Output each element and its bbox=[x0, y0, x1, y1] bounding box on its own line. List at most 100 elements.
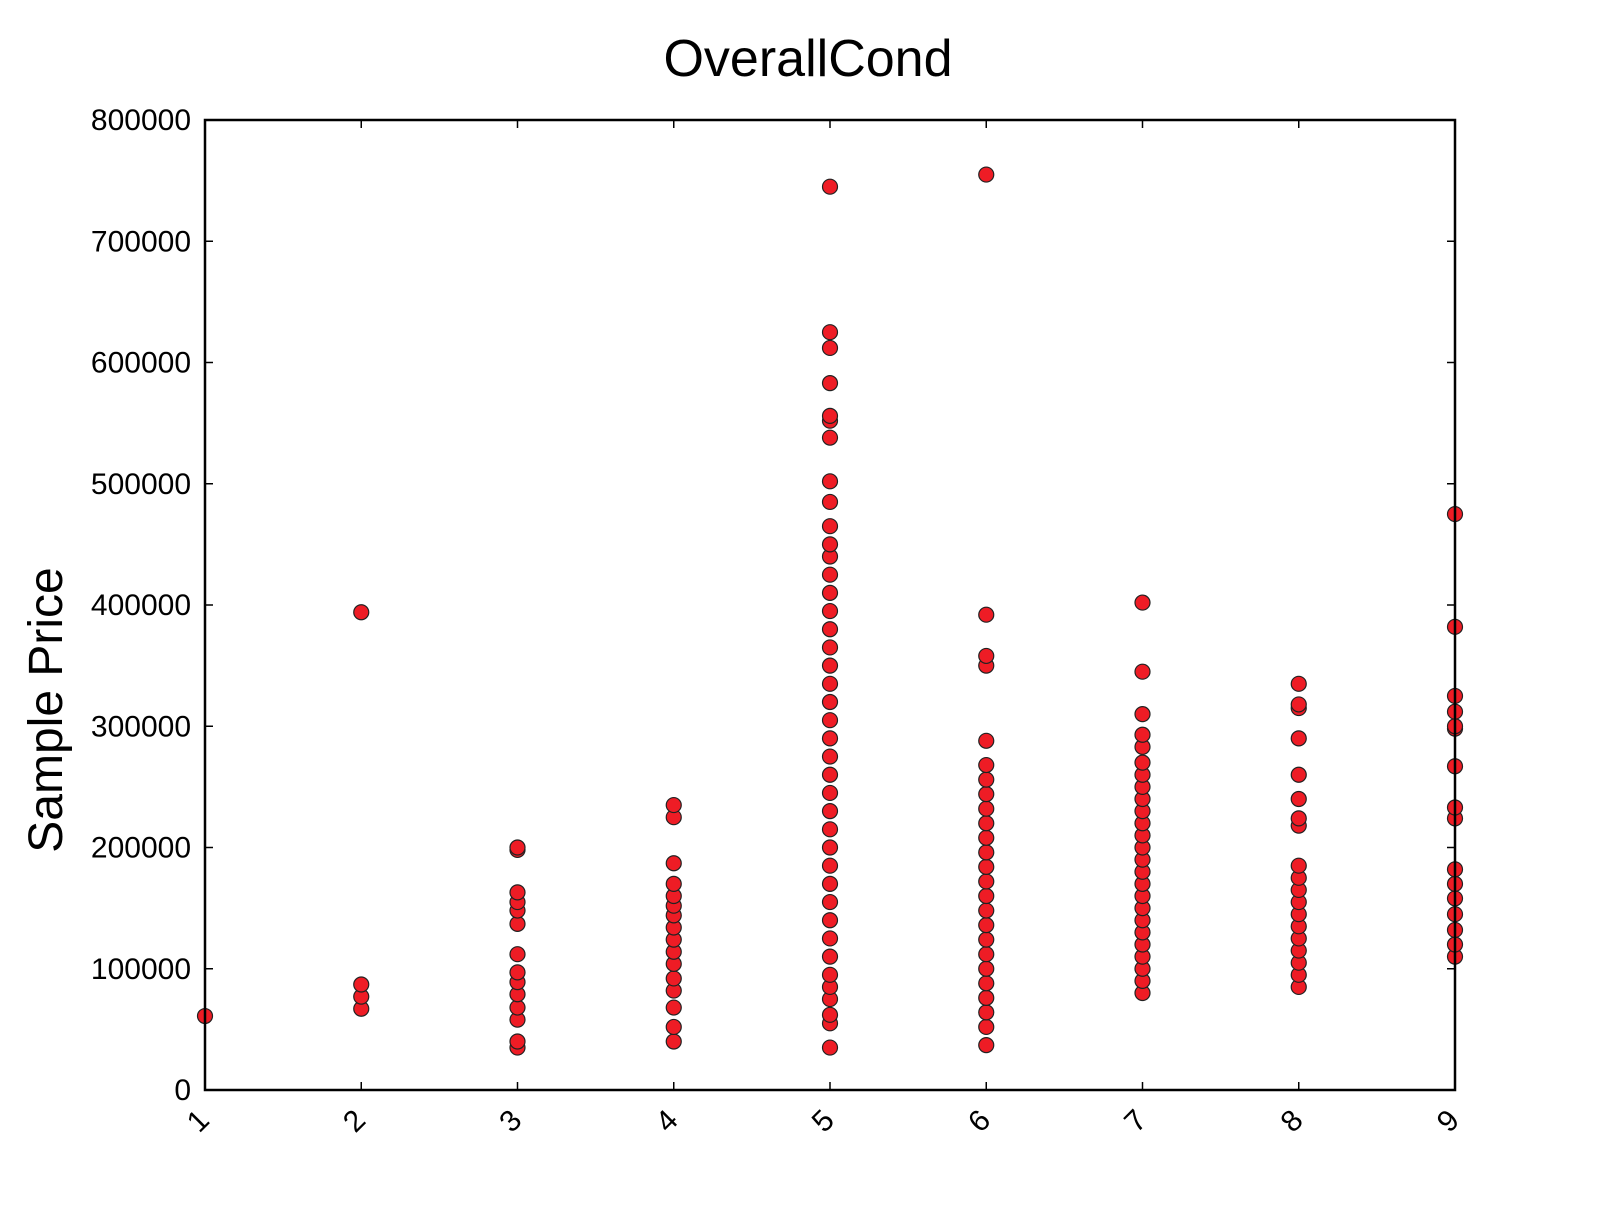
data-point bbox=[1290, 790, 1307, 808]
data-point bbox=[1134, 726, 1151, 743]
data-point bbox=[821, 639, 839, 656]
data-point bbox=[509, 884, 526, 901]
data-point bbox=[821, 784, 839, 802]
data-point bbox=[821, 821, 839, 838]
data-point bbox=[978, 989, 995, 1006]
data-point bbox=[978, 1004, 995, 1021]
y-tick-label: 300000 bbox=[91, 710, 191, 743]
data-point bbox=[665, 855, 682, 872]
x-tick-label: 3 bbox=[493, 1104, 528, 1139]
data-point bbox=[1290, 857, 1307, 874]
data-point bbox=[978, 800, 995, 817]
data-point bbox=[821, 893, 839, 911]
data-point bbox=[821, 324, 839, 341]
data-point bbox=[978, 732, 995, 749]
data-point bbox=[978, 829, 995, 846]
data-point bbox=[509, 964, 526, 981]
data-point bbox=[1290, 730, 1307, 747]
y-axis: 0 100000 200000 300000 400000 500000 600000 700… bbox=[91, 104, 1455, 1107]
data-point bbox=[509, 839, 526, 856]
data-point bbox=[1290, 675, 1307, 692]
data-point bbox=[821, 621, 839, 638]
y-axis-label: Sample Price bbox=[20, 567, 73, 852]
data-point bbox=[978, 887, 995, 905]
x-tick-label: 1 bbox=[181, 1104, 216, 1139]
x-tick-label: 4 bbox=[649, 1104, 684, 1139]
data-point bbox=[1134, 754, 1151, 771]
data-point bbox=[821, 675, 839, 692]
x-tick-label: 6 bbox=[962, 1104, 997, 1139]
data-point bbox=[978, 975, 995, 992]
data-point bbox=[821, 657, 839, 674]
data-point bbox=[821, 948, 839, 965]
data-point bbox=[978, 647, 995, 665]
data-point bbox=[821, 1006, 839, 1023]
data-point bbox=[821, 912, 839, 929]
y-tick-label: 700000 bbox=[91, 225, 191, 258]
data-point bbox=[821, 407, 839, 424]
y-tick-label: 500000 bbox=[91, 468, 191, 501]
data-point bbox=[821, 803, 839, 820]
x-tick-label: 7 bbox=[1118, 1104, 1153, 1139]
y-tick-label: 100000 bbox=[91, 953, 191, 986]
data-point bbox=[665, 999, 682, 1016]
data-point bbox=[821, 730, 839, 747]
data-point bbox=[665, 1018, 682, 1036]
data-point bbox=[665, 875, 682, 892]
data-point bbox=[821, 518, 839, 535]
data-point bbox=[1290, 766, 1307, 783]
data-point bbox=[821, 566, 839, 583]
data-point bbox=[821, 839, 839, 856]
data-point bbox=[665, 970, 682, 987]
plot-area-frame bbox=[203, 118, 1457, 1092]
data-point bbox=[978, 771, 995, 788]
data-point bbox=[821, 339, 839, 357]
data-point bbox=[1134, 663, 1151, 680]
data-point bbox=[821, 584, 839, 601]
data-point bbox=[821, 1039, 839, 1056]
x-tick-label: 8 bbox=[1274, 1104, 1309, 1139]
data-point bbox=[1290, 810, 1307, 827]
y-tick-label: 400000 bbox=[91, 589, 191, 622]
data-point bbox=[821, 748, 839, 765]
data-point bbox=[978, 873, 995, 890]
data-point bbox=[978, 902, 995, 919]
data-point bbox=[978, 1037, 995, 1054]
data-point bbox=[821, 857, 839, 874]
data-point bbox=[821, 178, 839, 195]
data-point bbox=[821, 473, 839, 490]
data-point bbox=[1134, 594, 1151, 611]
y-tick-label: 0 bbox=[174, 1074, 191, 1107]
chart-title: OverallCond bbox=[663, 30, 952, 88]
data-point bbox=[978, 931, 995, 948]
data-point bbox=[509, 1033, 526, 1050]
data-points bbox=[196, 166, 1464, 1056]
data-point bbox=[353, 976, 370, 993]
data-point bbox=[978, 1018, 995, 1036]
data-point bbox=[978, 756, 995, 774]
data-point bbox=[978, 916, 995, 934]
data-point bbox=[821, 930, 839, 947]
data-point bbox=[509, 946, 526, 963]
data-point bbox=[665, 1033, 682, 1050]
y-tick-label: 800000 bbox=[91, 104, 191, 137]
data-point bbox=[821, 375, 839, 392]
data-point bbox=[821, 966, 839, 983]
data-point bbox=[821, 712, 839, 729]
data-point bbox=[978, 166, 995, 183]
data-point bbox=[353, 604, 370, 621]
data-point bbox=[978, 946, 995, 963]
data-point bbox=[978, 786, 995, 803]
y-tick-label: 200000 bbox=[91, 832, 191, 865]
data-point bbox=[821, 875, 839, 892]
data-point bbox=[978, 815, 995, 832]
data-point bbox=[978, 858, 995, 876]
data-point bbox=[821, 536, 839, 553]
data-point bbox=[978, 960, 995, 977]
data-point bbox=[1134, 706, 1151, 723]
data-point bbox=[1290, 696, 1307, 713]
y-tick-label: 600000 bbox=[91, 347, 191, 380]
data-point bbox=[821, 429, 839, 446]
data-point bbox=[978, 606, 995, 623]
